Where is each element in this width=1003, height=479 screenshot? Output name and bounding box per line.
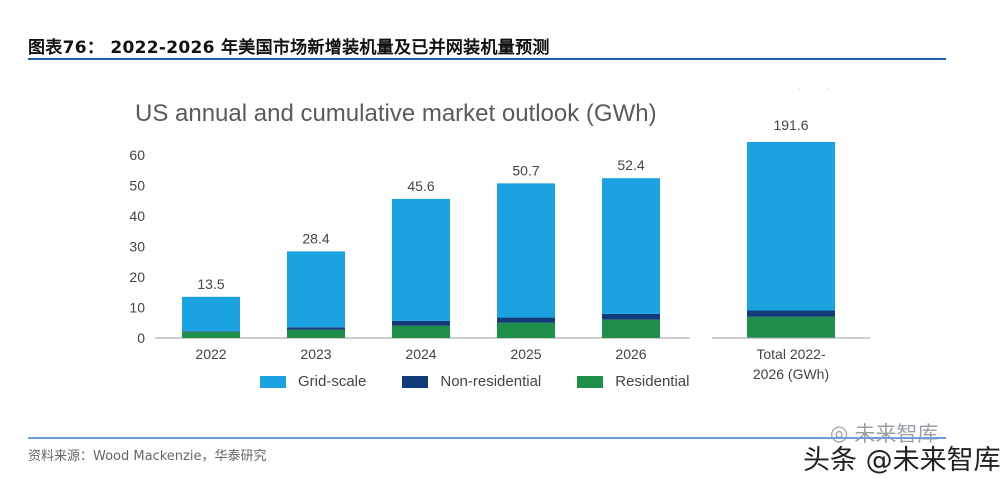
cumulative-bar-segment-grid-scale: [747, 142, 835, 311]
bar-segment-residential: [497, 322, 555, 338]
legend-label: Residential: [615, 373, 690, 390]
cumulative-total-label: 191.6: [773, 117, 808, 133]
chart-title: US annual and cumulative market outlook …: [135, 100, 657, 127]
bar-segment-grid-scale: [287, 251, 345, 328]
y-tick-label: 60: [129, 147, 145, 163]
bar-segment-residential: [602, 319, 660, 338]
bar-segment-non-residential: [602, 313, 660, 320]
legend-item-grid-scale: Grid-scale: [260, 373, 366, 390]
legend-swatch-residential: [577, 375, 604, 388]
cumulative-category-label: 2026 (GWh): [753, 366, 829, 382]
legend-item-non-residential: Non-residential: [402, 373, 541, 390]
bar-total-label: 13.5: [197, 276, 224, 292]
y-tick-label: 50: [129, 178, 145, 194]
cumulative-category-label: Total 2022-: [756, 346, 826, 362]
bar-total-label: 52.4: [617, 157, 644, 173]
bar-segment-non-residential: [392, 320, 450, 326]
legend-item-residential: Residential: [577, 373, 689, 390]
bar-segment-residential: [287, 329, 345, 338]
wechat-watermark: ◎ 未来智库: [830, 418, 938, 448]
x-tick-label: 2023: [300, 346, 331, 362]
bars: 13.5 28.4 45.6 50.7 52.4: [182, 157, 660, 338]
legend-label: Grid-scale: [298, 373, 367, 390]
bar-segment-non-residential: [287, 327, 345, 330]
x-tick-label: 2026: [615, 346, 646, 362]
legend: Grid-scale Non-residential Residential: [260, 373, 689, 390]
x-tick-label: 2024: [405, 346, 436, 362]
bar-segment-grid-scale: [602, 178, 660, 314]
wechat-icon: ◎: [830, 421, 849, 445]
bar-segment-grid-scale: [392, 198, 450, 321]
y-tick-label: 20: [129, 269, 145, 285]
cumulative-bar-segment-non-residential: [747, 310, 835, 317]
source-rule: [28, 437, 946, 439]
cumulative-panel: 191.6 Total 2022- 2026 (GWh): [712, 117, 870, 382]
legend-label: Non-residential: [440, 373, 542, 390]
bar-segment-non-residential: [182, 331, 240, 332]
dot-mark: ˙: [798, 88, 801, 99]
x-tick-label: 2025: [510, 346, 541, 362]
x-tick-label: 2022: [195, 346, 226, 362]
cumulative-bar-segment-residential: [747, 316, 835, 338]
bar-segment-non-residential: [497, 317, 555, 323]
y-tick-label: 30: [129, 239, 145, 255]
bar-total-label: 28.4: [302, 230, 329, 246]
y-tick-label: 10: [129, 300, 145, 316]
bar-segment-grid-scale: [182, 296, 240, 332]
watermark: 头条 @未来智库: [803, 445, 1001, 476]
y-tick-label: 0: [137, 330, 145, 346]
x-axis-labels: 2022 2023 2024 2025 2026: [195, 346, 646, 362]
bar-total-label: 50.7: [512, 162, 539, 178]
bar-segment-residential: [392, 325, 450, 338]
bar-segment-residential: [182, 331, 240, 338]
legend-swatch-non-residential: [402, 375, 429, 388]
dot-mark: ˙: [827, 88, 830, 99]
y-tick-label: 40: [129, 208, 145, 224]
bar-total-label: 45.6: [407, 178, 434, 194]
bar-segment-grid-scale: [497, 183, 555, 318]
source-note: 资料来源：Wood Mackenzie，华泰研究: [28, 449, 267, 464]
legend-swatch-grid-scale: [260, 375, 286, 388]
figure-title: 图表76： 2022-2026 年美国市场新增装机量及已并网装机量预测: [28, 38, 550, 58]
title-rule: [28, 58, 946, 60]
wechat-watermark-text: 未来智库: [854, 422, 939, 446]
